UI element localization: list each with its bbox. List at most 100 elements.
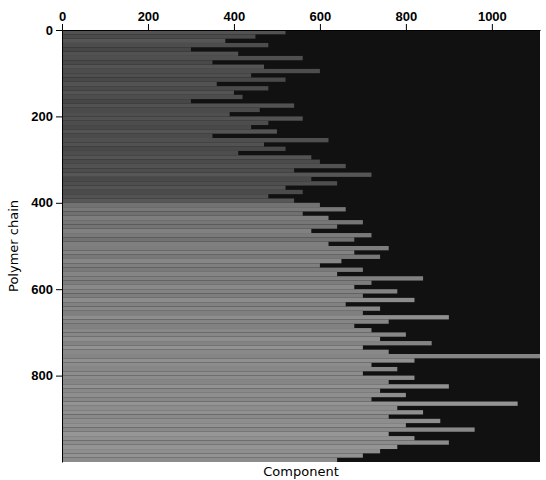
chain-band <box>62 116 303 120</box>
x-tick-label: 0 <box>59 9 66 24</box>
chain-band <box>62 194 268 198</box>
chain-band <box>62 43 268 47</box>
x-tick: 1000 <box>478 9 507 30</box>
chain-band <box>62 39 225 43</box>
chain-band <box>62 82 217 86</box>
chain-band <box>62 190 303 194</box>
chain-band <box>62 332 406 336</box>
x-tick-label: 1000 <box>478 9 507 24</box>
chain-band <box>62 177 311 181</box>
y-tick-label: 400 <box>31 195 53 210</box>
x-tick: 400 <box>224 9 246 30</box>
chain-band <box>62 47 191 51</box>
chain-band <box>62 341 432 345</box>
y-axis: 0 200 400 600 800 <box>31 23 62 463</box>
chain-band <box>62 69 320 73</box>
chain-band <box>62 389 380 393</box>
y-tick-label: 0 <box>46 23 53 38</box>
x-tick-label: 200 <box>138 9 160 24</box>
chain-band <box>62 363 371 367</box>
chain-band <box>62 164 346 168</box>
y-tick-mark <box>56 30 62 31</box>
chain-band <box>62 160 320 164</box>
x-tick-mark <box>320 24 321 30</box>
chain-band <box>62 203 320 207</box>
chain-band <box>62 289 397 293</box>
chain-band <box>62 328 371 332</box>
chain-band <box>62 397 371 401</box>
chain-band <box>62 108 260 112</box>
x-tick: 200 <box>138 9 160 30</box>
chain-band <box>62 350 389 354</box>
chain-band <box>62 302 346 306</box>
chain-band <box>62 211 303 215</box>
chain-band <box>62 259 341 263</box>
chain-band <box>62 95 243 99</box>
chain-band <box>62 449 380 453</box>
y-tick-mark <box>56 376 62 377</box>
chain-band <box>62 406 397 410</box>
chain-band <box>62 237 354 241</box>
chain-band <box>62 147 286 151</box>
x-tick: 800 <box>396 9 418 30</box>
x-tick: 0 <box>59 9 66 30</box>
chain-band <box>62 186 286 190</box>
chain-band <box>62 458 337 462</box>
x-tick-mark <box>234 24 235 30</box>
chain-band <box>62 276 423 280</box>
chain-band <box>62 255 380 259</box>
chain-band <box>62 73 251 77</box>
chain-band <box>62 134 212 138</box>
chart: 020040060080010000200400600800ComponentP… <box>0 0 546 480</box>
chain-band <box>62 121 268 125</box>
y-tick-label: 200 <box>31 109 53 124</box>
chain-band <box>62 345 363 349</box>
chain-band <box>62 229 311 233</box>
y-tick-mark <box>56 203 62 204</box>
chain-band <box>62 125 251 129</box>
y-tick: 0 <box>46 23 62 38</box>
y-tick-mark <box>56 289 62 290</box>
chain-band <box>62 250 354 254</box>
chain-band <box>62 384 449 388</box>
chain-band <box>62 168 294 172</box>
chain-band <box>62 56 303 60</box>
chain-band <box>62 427 475 431</box>
chain-band <box>62 367 397 371</box>
chain-band <box>62 453 363 457</box>
chain-band <box>62 112 230 116</box>
chain-band <box>62 432 389 436</box>
chain-band <box>62 90 234 94</box>
chain-band <box>62 354 540 358</box>
y-tick: 600 <box>31 282 62 297</box>
chain-band <box>62 268 363 272</box>
chain-band <box>62 419 440 423</box>
x-tick-label: 600 <box>310 9 332 24</box>
chain-band <box>62 440 449 444</box>
chain-band <box>62 380 389 384</box>
chain-band <box>62 60 212 64</box>
chain-band <box>62 445 397 449</box>
x-tick-mark <box>148 24 149 30</box>
y-tick-label: 600 <box>31 282 53 297</box>
x-tick-mark <box>492 24 493 30</box>
chain-band <box>62 220 363 224</box>
chain-band <box>62 198 294 202</box>
chain-band <box>62 311 363 315</box>
chain-band <box>62 99 191 103</box>
y-tick-label: 800 <box>31 368 53 383</box>
chain-band <box>62 155 311 159</box>
chain-band <box>62 151 238 155</box>
chain-band <box>62 142 264 146</box>
chain-band <box>62 224 337 228</box>
y-axis-title: Polymer chain <box>6 200 21 292</box>
chain-band <box>62 414 389 418</box>
chain-band <box>62 138 329 142</box>
chain-band <box>62 306 380 310</box>
chain-band <box>62 34 255 38</box>
chain-band <box>62 410 423 414</box>
cells <box>62 30 540 462</box>
x-tick-mark <box>406 24 407 30</box>
chain-band <box>62 78 286 82</box>
x-tick-mark <box>62 24 63 30</box>
